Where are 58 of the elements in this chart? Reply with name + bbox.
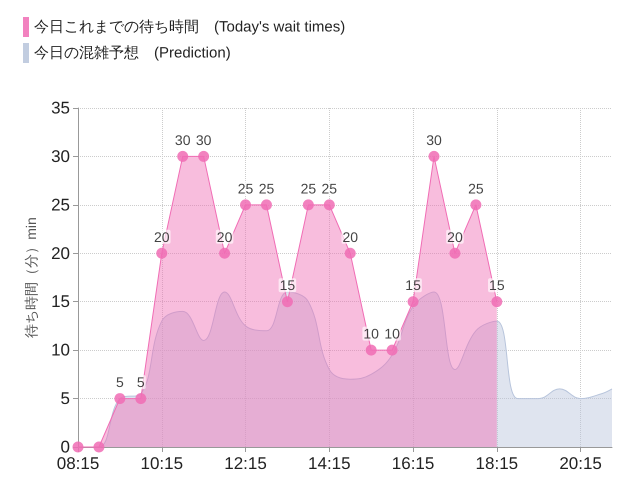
point [344, 248, 356, 259]
data-label: 20 [447, 228, 463, 245]
y-tick-label: 25 [51, 195, 70, 214]
data-label: 30 [196, 132, 212, 148]
y-tick-label: 10 [51, 340, 70, 360]
y-tick-label: 0 [60, 438, 70, 456]
y-tick-label: 15 [51, 292, 70, 312]
point [282, 296, 293, 308]
x-tick-label: 16:15 [392, 454, 434, 473]
point [219, 248, 230, 259]
point [428, 150, 440, 162]
legend-label: 今日これまでの待ち時間 (Today's wait times) [34, 18, 346, 36]
x-tick-label: 14:15 [308, 454, 351, 473]
point [302, 199, 314, 210]
y-axis-title: 待ち時間（分）min [23, 217, 39, 338]
y-tick-label: 35 [51, 98, 70, 118]
point [198, 150, 210, 162]
data-label: 5 [136, 374, 145, 390]
data-label: 25 [238, 180, 254, 196]
y-tick-label: 5 [60, 389, 70, 408]
data-label: 25 [258, 180, 274, 196]
x-tick-label: 12:15 [224, 454, 267, 473]
data-label: 20 [216, 228, 233, 245]
point [93, 442, 104, 452]
point [408, 296, 419, 308]
data-label: 10 [363, 326, 380, 342]
point [260, 199, 272, 210]
x-tick-label: 18:15 [476, 454, 518, 473]
point [449, 248, 460, 259]
data-label: 25 [468, 180, 484, 196]
data-label: 15 [405, 277, 422, 294]
y-tick-label: 30 [51, 146, 70, 166]
point [72, 442, 84, 452]
y-tick-label: 20 [51, 244, 70, 263]
x-tick-label: 08:15 [56, 454, 100, 473]
point [366, 344, 377, 356]
data-label: 5 [116, 374, 124, 390]
data-label: 30 [174, 132, 191, 148]
data-label: 15 [280, 277, 296, 294]
x-tick-label: 20:15 [559, 454, 602, 473]
point [491, 296, 502, 308]
x-tick-label: 10:15 [140, 454, 184, 473]
point [240, 199, 252, 210]
point [324, 199, 335, 210]
point [156, 248, 168, 259]
data-label: 25 [300, 180, 316, 196]
point [470, 199, 482, 210]
point [177, 150, 188, 162]
point [135, 393, 146, 404]
legend-label: 今日の混雑予想 (Prediction) [34, 44, 231, 62]
point [386, 344, 398, 356]
point [114, 393, 126, 404]
data-label: 20 [154, 228, 170, 245]
data-label: 15 [489, 277, 505, 294]
data-label: 20 [342, 228, 358, 245]
data-label: 30 [426, 132, 442, 148]
data-label: 10 [384, 326, 400, 342]
data-label: 25 [322, 180, 338, 196]
